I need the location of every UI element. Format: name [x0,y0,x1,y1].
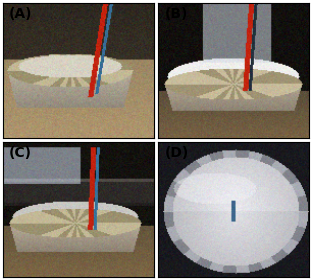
Text: (B): (B) [164,7,188,21]
Text: (C): (C) [9,146,32,160]
Text: (D): (D) [164,146,188,160]
Text: (A): (A) [9,7,33,21]
